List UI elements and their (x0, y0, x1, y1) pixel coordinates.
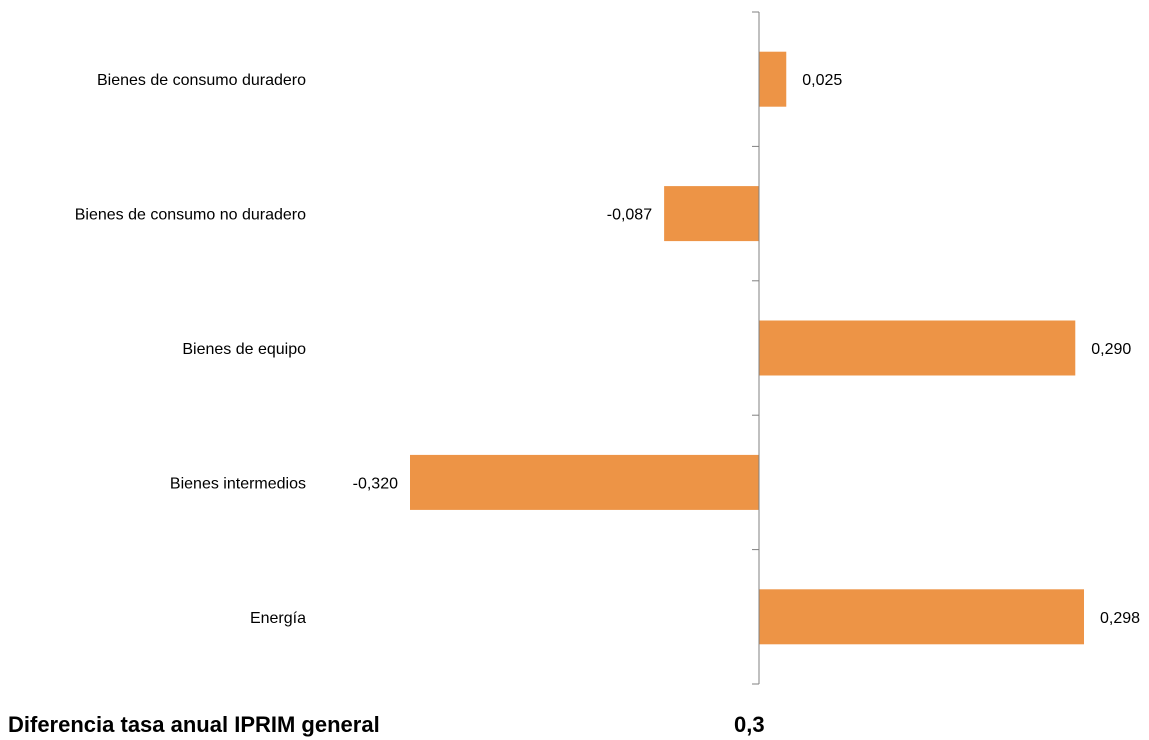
footer-value: 0,3 (734, 712, 765, 737)
axis-layer (752, 11, 760, 685)
data-label: 0,025 (802, 72, 842, 89)
data-label: -0,087 (607, 207, 652, 224)
bar (759, 589, 1085, 645)
category-label: Bienes de equipo (182, 341, 306, 358)
category-label: Bienes de consumo duradero (97, 72, 306, 89)
category-label: Bienes intermedios (170, 475, 306, 492)
data-label: 0,298 (1100, 610, 1140, 627)
bar (664, 186, 759, 242)
bar-chart: Bienes de consumo duradero 0,025 Bienes de… (75, 11, 1140, 685)
category-label: Bienes de consumo no duradero (75, 207, 306, 224)
footer-label: Diferencia tasa anual IPRIM general (8, 712, 380, 737)
labels-layer: Bienes de consumo duradero 0,025 Bienes de… (75, 72, 1140, 627)
bar (759, 51, 787, 107)
bar (410, 454, 759, 510)
data-label: 0,290 (1091, 341, 1131, 358)
bar (759, 320, 1076, 376)
data-label: -0,320 (353, 475, 398, 492)
category-label: Energía (250, 610, 306, 627)
bars-layer (410, 51, 1085, 645)
